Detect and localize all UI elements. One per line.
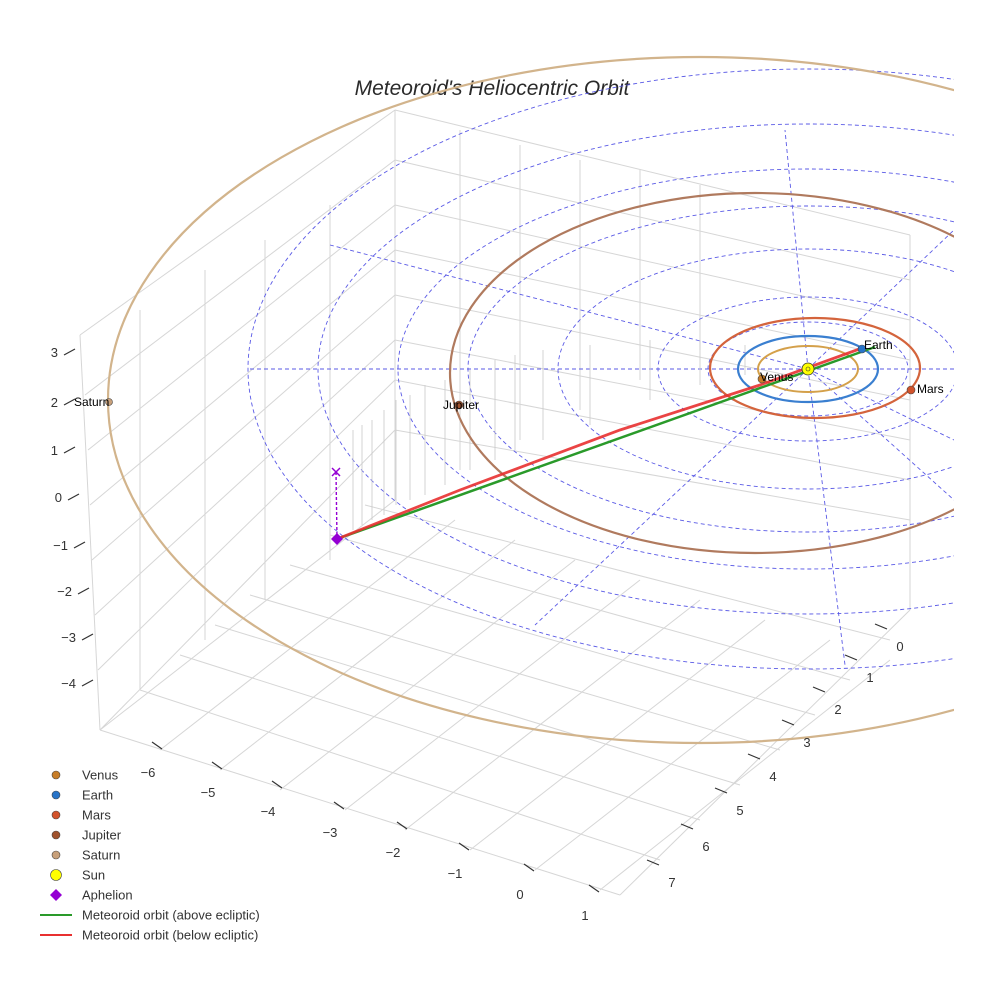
z-tick-label: −3 (61, 630, 76, 645)
y-tick-label: 5 (736, 803, 743, 818)
legend-label: Jupiter (82, 828, 122, 843)
jupiter-label: Jupiter (443, 398, 479, 412)
mars-orbit (708, 316, 922, 420)
y-tick-mark (680, 823, 694, 830)
z-tick-label: 1 (51, 443, 58, 458)
legend-label: Aphelion (82, 888, 133, 903)
z-tick-label: −4 (61, 676, 76, 691)
meteoroid-orbit-below (336, 345, 866, 541)
venus-label: Venus (760, 370, 793, 384)
legend-label: Meteoroid orbit (below ecliptic) (82, 928, 258, 943)
chart-title: Meteoroid's Heliocentric Orbit (355, 77, 631, 100)
y-tick-label: 1 (866, 670, 873, 685)
legend-label: Mars (82, 808, 111, 823)
saturn-label: Saturn (74, 395, 109, 409)
y-tick-mark (714, 787, 728, 794)
earth-marker (857, 344, 867, 354)
y-tick-label: 6 (702, 839, 709, 854)
ecliptic-polar-grid (247, 68, 954, 670)
y-tick-mark (646, 859, 660, 866)
axis-tick-marks (63, 348, 888, 893)
legend-marker (51, 790, 61, 800)
x-tick-mark (271, 780, 283, 789)
legend-marker (51, 830, 61, 840)
aphelion-marker (331, 533, 343, 545)
z-tick-label: −2 (57, 584, 72, 599)
saturn-marker (105, 398, 113, 406)
legend-label: Earth (82, 788, 113, 803)
legend-label: Sun (82, 868, 105, 883)
x-tick-mark (333, 801, 345, 810)
axis-tick-labels: 3 2 1 0 −1 −2 −3 −4 −6 −5 −4 −3 −2 −1 0 1 0 1 2 3 4 5 6 7 (51, 345, 904, 923)
jupiter-marker (454, 400, 464, 410)
z-tick-label: 2 (51, 395, 58, 410)
z-tick-mark (67, 493, 80, 501)
legend-label: Venus (82, 768, 119, 783)
z-tick-label: −1 (53, 538, 68, 553)
y-tick-label: 2 (834, 702, 841, 717)
x-tick-mark (523, 863, 535, 872)
y-tick-label: 0 (896, 639, 903, 654)
jupiter-orbit (448, 191, 954, 555)
z-tick-mark (63, 348, 76, 356)
legend-marker (51, 850, 61, 860)
y-tick-mark (844, 654, 858, 661)
z-tick-label: 3 (51, 345, 58, 360)
saturn-orbit (107, 56, 954, 744)
z-tick-label: 0 (55, 490, 62, 505)
y-tick-mark (874, 623, 888, 630)
meteoroid-orbit-above (336, 345, 876, 541)
mars-label: Mars (917, 382, 944, 396)
z-tick-mark (73, 541, 86, 549)
x-tick-label: −1 (448, 866, 463, 881)
sun-core (805, 366, 811, 372)
y-tick-label: 7 (668, 875, 675, 890)
y-tick-label: 3 (803, 735, 810, 750)
x-tick-mark (151, 741, 163, 750)
legend-label: Saturn (82, 848, 120, 863)
y-tick-mark (747, 753, 761, 760)
x-tick-mark (588, 884, 600, 893)
earth-orbit (736, 334, 880, 404)
legend-marker (51, 770, 61, 780)
z-tick-mark (81, 679, 94, 687)
axis-grid (79, 109, 911, 896)
x-tick-label: −2 (386, 845, 401, 860)
x-tick-label: −4 (261, 804, 276, 819)
legend-marker (50, 889, 62, 901)
z-tick-mark (81, 633, 94, 641)
aphelion-projection-cross (331, 467, 341, 477)
legend-label: Meteoroid orbit (above ecliptic) (82, 908, 260, 923)
x-tick-label: −5 (201, 785, 216, 800)
venus-orbit (757, 345, 859, 393)
meteoroid-drop-lines (352, 340, 746, 530)
legend: Venus Earth Mars Jupiter Saturn Sun Aphelion Me… (40, 768, 260, 943)
sun-marker (801, 362, 815, 376)
legend-marker (50, 869, 62, 881)
venus-marker (757, 374, 767, 384)
x-tick-label: −3 (323, 825, 338, 840)
x-tick-label: −6 (141, 765, 156, 780)
x-tick-mark (396, 821, 408, 830)
z-tick-mark (63, 446, 76, 454)
y-tick-mark (812, 686, 826, 693)
z-tick-mark (63, 398, 76, 406)
x-tick-mark (458, 842, 470, 851)
x-tick-label: 0 (516, 887, 523, 902)
y-tick-mark (781, 719, 795, 726)
y-tick-label: 4 (769, 769, 776, 784)
earth-label: Earth (864, 338, 893, 352)
x-tick-mark (211, 761, 223, 770)
aphelion-drop-line (335, 471, 338, 540)
legend-marker (51, 810, 61, 820)
x-tick-label: 1 (581, 908, 588, 923)
mars-marker (906, 385, 916, 395)
z-tick-mark (77, 587, 90, 595)
